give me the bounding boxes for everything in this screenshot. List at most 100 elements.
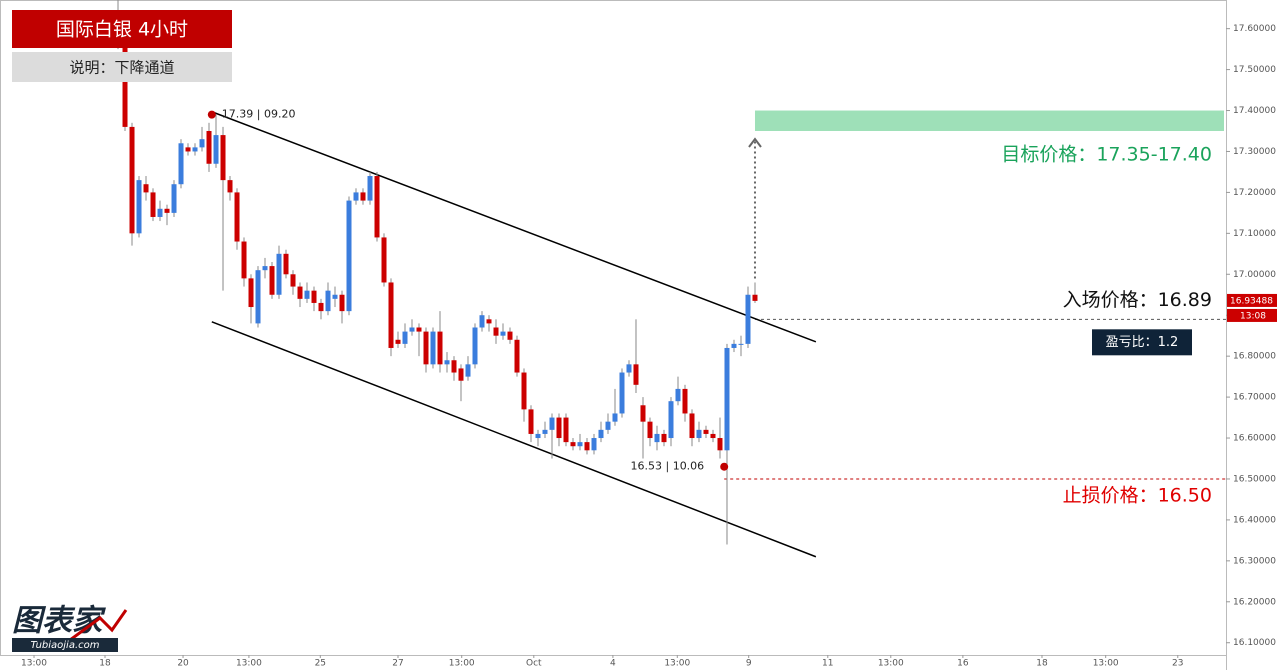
entry-label: 入场价格：16.89: [1063, 289, 1212, 311]
candle-body: [213, 135, 219, 164]
candle-body: [255, 270, 261, 324]
candle-body: [353, 192, 359, 201]
candle-body: [549, 417, 555, 430]
candle-body: [262, 266, 268, 271]
candle-body: [136, 180, 142, 234]
logo-sub: Tubiaojia.com: [30, 640, 99, 651]
candle-body: [416, 327, 422, 332]
candle-body: [283, 253, 289, 275]
candle-body: [640, 405, 646, 422]
target-arrowhead: [748, 137, 762, 148]
x-tick-label: 23: [1172, 659, 1183, 669]
candle-body: [647, 421, 653, 439]
candle-body: [122, 45, 128, 127]
candle-body: [388, 282, 394, 348]
ratio-label: 盈亏比：1.2: [1106, 335, 1179, 350]
y-tick-label: 17.20000: [1233, 188, 1276, 198]
candle-body: [150, 192, 156, 217]
plot-layer: 目标价格：17.35-17.40 入场价格：16.89 止损价格：16.50 盈亏比：…: [115, 0, 1226, 558]
x-tick-label: 13:00: [664, 659, 690, 669]
candle-body: [248, 278, 254, 308]
candle-body: [157, 208, 163, 217]
y-tick-label: 16.70000: [1233, 393, 1276, 403]
candle-body: [367, 176, 373, 201]
chart-subtitle: 说明：下降通道: [69, 59, 174, 77]
candle-body: [199, 139, 205, 148]
candle-body: [220, 135, 226, 181]
y-tick-label: 16.30000: [1233, 556, 1276, 566]
candle-body: [178, 143, 184, 185]
y-tick-label: 17.40000: [1233, 106, 1276, 116]
target-label: 目标价格：17.35-17.40: [1001, 144, 1212, 166]
x-tick-label: 25: [315, 659, 326, 669]
candle-body: [437, 331, 443, 365]
candle-body: [612, 413, 618, 422]
candle-body: [234, 192, 240, 242]
swing-point: [207, 110, 216, 119]
candle-body: [374, 176, 380, 238]
candle-body: [591, 438, 597, 451]
candle-body: [311, 290, 317, 303]
y-tick-label: 17.50000: [1233, 65, 1276, 75]
candle-body: [171, 184, 177, 213]
candle-body: [535, 433, 541, 439]
candle-body: [668, 401, 674, 439]
countdown-label: 13:08: [1240, 311, 1266, 321]
candle-body: [696, 429, 702, 439]
x-tick-label: 4: [610, 659, 616, 669]
candle-body: [584, 442, 590, 451]
candle-body: [619, 372, 625, 414]
candle-body: [654, 433, 660, 443]
y-tick-label: 16.50000: [1233, 474, 1276, 484]
candle-body: [423, 331, 429, 365]
channel-line: [211, 321, 817, 558]
candle-body: [689, 413, 695, 439]
candle-body: [500, 331, 506, 336]
y-tick-label: 16.20000: [1233, 597, 1276, 607]
candle-body: [633, 364, 639, 385]
swing-label: 17.39 | 09.20: [222, 108, 296, 121]
target-zone: [754, 110, 1224, 131]
candle-body: [731, 343, 737, 348]
x-tick-label: 13:00: [878, 659, 904, 669]
candle-body: [675, 388, 681, 402]
candle-body: [444, 360, 450, 365]
logo-main: 图表家: [12, 604, 106, 639]
candle-body: [381, 237, 387, 283]
chart-title: 国际白银 4小时: [56, 19, 188, 41]
candle-body: [710, 433, 716, 439]
candle-body: [528, 409, 534, 434]
subtitle-box: [12, 52, 232, 82]
candle-body: [570, 442, 576, 447]
candle-body: [164, 208, 170, 213]
candle-body: [472, 327, 478, 365]
x-tick-label: 13:00: [21, 659, 47, 669]
candle-body: [297, 286, 303, 299]
candle-body: [241, 241, 247, 279]
candle-body: [479, 315, 485, 328]
logo-arrow: [69, 609, 128, 642]
candle-body: [458, 368, 464, 381]
candle-body: [563, 417, 569, 443]
y-tick-label: 17.10000: [1233, 229, 1276, 239]
candle-body: [724, 347, 730, 451]
x-tick-label: 9: [746, 659, 752, 669]
x-tick-label: 20: [177, 659, 189, 669]
candle-body: [717, 438, 723, 451]
candle-body: [514, 339, 520, 373]
candle-body: [304, 290, 310, 299]
candle-body: [626, 364, 632, 373]
candle-body: [682, 388, 688, 414]
candle-body: [703, 429, 709, 434]
x-tick-label: 16: [957, 659, 969, 669]
candle-body: [276, 253, 282, 295]
y-tick-label: 16.40000: [1233, 515, 1276, 525]
candle-body: [339, 294, 345, 312]
candle-body: [605, 421, 611, 430]
x-tick-label: 18: [1036, 659, 1048, 669]
candle-body: [143, 184, 149, 193]
x-tick-label: 13:00: [236, 659, 262, 669]
countdown-badge: [1227, 308, 1277, 322]
